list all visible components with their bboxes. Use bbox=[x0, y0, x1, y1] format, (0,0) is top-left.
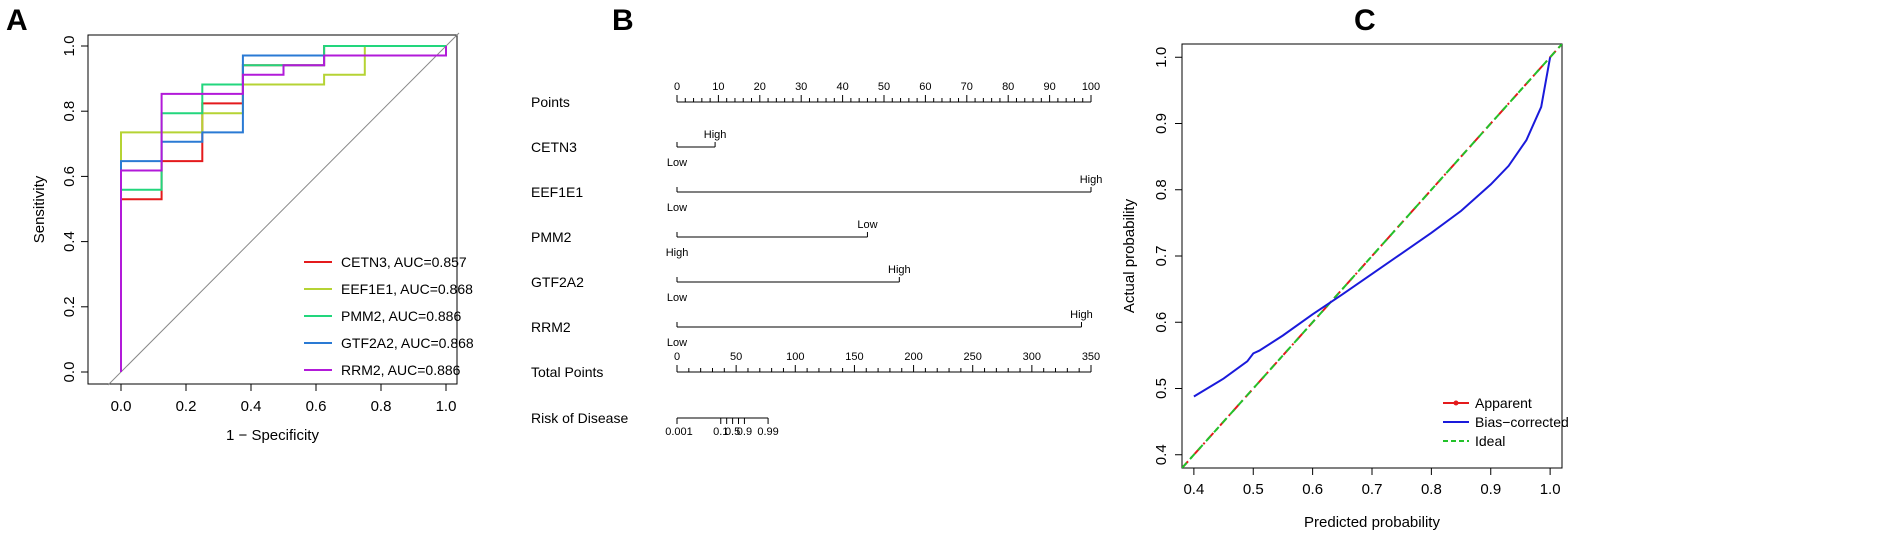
nomogram-tick-label: 150 bbox=[845, 351, 863, 363]
risk-tick-label: 0.001 bbox=[665, 426, 693, 438]
nomogram-tick-label: 50 bbox=[878, 81, 890, 93]
y-tick-label: 0.4 bbox=[1153, 444, 1170, 465]
nomogram-level-label: High bbox=[1070, 309, 1093, 321]
nomogram-level-label: High bbox=[1080, 174, 1103, 186]
nomogram-row-label: Points bbox=[531, 94, 570, 110]
nomogram-tick-label: 90 bbox=[1043, 81, 1055, 93]
plot-frame bbox=[87, 34, 458, 385]
x-tick-label: 0.4 bbox=[241, 398, 262, 415]
x-tick-label: 0.6 bbox=[306, 398, 327, 415]
x-tick-label: 0.9 bbox=[1480, 481, 1501, 498]
nomogram-tick-label: 300 bbox=[1023, 351, 1041, 363]
x-axis-title: Predicted probability bbox=[1304, 514, 1440, 531]
y-tick-label: 0.5 bbox=[1153, 378, 1170, 399]
risk-tick-label: 0.99 bbox=[757, 426, 778, 438]
nomogram-tick-label: 0 bbox=[674, 351, 680, 363]
x-tick-label: 0.7 bbox=[1362, 481, 1383, 498]
reference-diagonal bbox=[107, 32, 460, 386]
nomogram-row-label: Total Points bbox=[531, 364, 603, 380]
x-tick-label: 1.0 bbox=[1540, 481, 1561, 498]
panel-label-c: C bbox=[1354, 4, 1376, 37]
nomogram-tick-label: 30 bbox=[795, 81, 807, 93]
x-axis-title: 1 − Specificity bbox=[226, 427, 319, 444]
nomogram-level-label: High bbox=[704, 129, 727, 141]
calibration-line-ideal bbox=[1182, 44, 1562, 468]
nomogram-tick-label: 20 bbox=[754, 81, 766, 93]
legend-marker bbox=[1453, 400, 1459, 406]
panel-a-roc-chart: 0.0 0.2 0.4 0.6 0.8 1.0 0.0 0.2 0.4 0.6 0.8 1.0 1 − … bbox=[31, 32, 474, 444]
y-tick-label: 0.6 bbox=[1153, 312, 1170, 333]
x-tick-label: 0.2 bbox=[176, 398, 197, 415]
nomogram-tick-label: 200 bbox=[904, 351, 922, 363]
y-axis-title: Actual probability bbox=[1121, 198, 1138, 313]
nomogram-row-label: PMM2 bbox=[531, 229, 572, 245]
nomogram-tick-label: 80 bbox=[1002, 81, 1014, 93]
nomogram-tick-label: 100 bbox=[786, 351, 804, 363]
x-tick-label: 0.5 bbox=[1243, 481, 1264, 498]
nomogram-tick-label: 40 bbox=[836, 81, 848, 93]
x-tick-label: 0.6 bbox=[1302, 481, 1323, 498]
nomogram-level-label: Low bbox=[857, 219, 877, 231]
legend-label: Bias−corrected bbox=[1475, 414, 1569, 430]
y-tick-label: 0.8 bbox=[1153, 179, 1170, 200]
legend-label: EEF1E1, AUC=0.868 bbox=[341, 281, 473, 297]
x-tick-label: 1.0 bbox=[436, 398, 457, 415]
nomogram-row-label: CETN3 bbox=[531, 139, 577, 155]
nomogram-row-label: EEF1E1 bbox=[531, 184, 583, 200]
nomogram-row-label: Risk of Disease bbox=[531, 410, 628, 426]
nomogram-tick-label: 250 bbox=[964, 351, 982, 363]
calibration-line-biascorrected bbox=[1193, 57, 1552, 398]
y-tick-label: 1.0 bbox=[61, 36, 78, 57]
nomogram-level-label: High bbox=[666, 247, 689, 259]
y-tick-label: 0.7 bbox=[1153, 246, 1170, 267]
legend-label: PMM2, AUC=0.886 bbox=[341, 308, 461, 324]
legend-label: GTF2A2, AUC=0.868 bbox=[341, 335, 474, 351]
panel-b-nomogram: Points 0 10 20 30 40 50 60 70 80 90 100 CETN3 Low High… bbox=[531, 81, 1102, 438]
y-tick-label: 0.6 bbox=[61, 166, 78, 187]
x-tick-label: 0.4 bbox=[1183, 481, 1204, 498]
nomogram-tick-label: 0 bbox=[674, 81, 680, 93]
risk-tick-label: 0.9 bbox=[737, 426, 752, 438]
nomogram-level-label: Low bbox=[667, 337, 687, 349]
nomogram-level-label: High bbox=[888, 264, 911, 276]
nomogram-tick-label: 10 bbox=[712, 81, 724, 93]
legend-label: CETN3, AUC=0.857 bbox=[341, 254, 467, 270]
nomogram-tick-label: 50 bbox=[730, 351, 742, 363]
nomogram-row-label: GTF2A2 bbox=[531, 274, 584, 290]
panel-label-b: B bbox=[612, 4, 634, 37]
y-tick-label: 0.4 bbox=[61, 231, 78, 252]
y-tick-label: 0.0 bbox=[61, 362, 78, 383]
nomogram-tick-label: 60 bbox=[919, 81, 931, 93]
panel-label-a: A bbox=[6, 4, 28, 37]
y-axis-title: Sensitivity bbox=[31, 175, 48, 243]
y-tick-label: 1.0 bbox=[1153, 47, 1170, 68]
risk-tick-label: 0.1 bbox=[713, 426, 728, 438]
nomogram-level-label: Low bbox=[667, 202, 687, 214]
x-tick-label: 0.8 bbox=[371, 398, 392, 415]
nomogram-level-label: Low bbox=[667, 292, 687, 304]
y-tick-label: 0.8 bbox=[61, 101, 78, 122]
roc-curve-rrm2 bbox=[120, 46, 447, 372]
legend-label: RRM2, AUC=0.886 bbox=[341, 362, 461, 378]
nomogram-row-label: RRM2 bbox=[531, 319, 571, 335]
risk-tick-label: 0.5 bbox=[725, 426, 740, 438]
x-tick-label: 0.0 bbox=[111, 398, 132, 415]
legend-label: Ideal bbox=[1475, 433, 1505, 449]
legend-label: Apparent bbox=[1475, 395, 1532, 411]
nomogram-tick-label: 70 bbox=[961, 81, 973, 93]
nomogram-tick-label: 100 bbox=[1082, 81, 1100, 93]
x-tick-label: 0.8 bbox=[1421, 481, 1442, 498]
y-tick-label: 0.2 bbox=[61, 296, 78, 317]
nomogram-tick-label: 350 bbox=[1082, 351, 1100, 363]
panel-c-calibration-chart: 0.4 0.5 0.6 0.7 0.8 0.9 1.0 0.4 0.5 0.6 0.7 0.8 0.9 1… bbox=[1121, 43, 1569, 531]
nomogram-level-label: Low bbox=[667, 157, 687, 169]
y-tick-label: 0.9 bbox=[1153, 113, 1170, 134]
